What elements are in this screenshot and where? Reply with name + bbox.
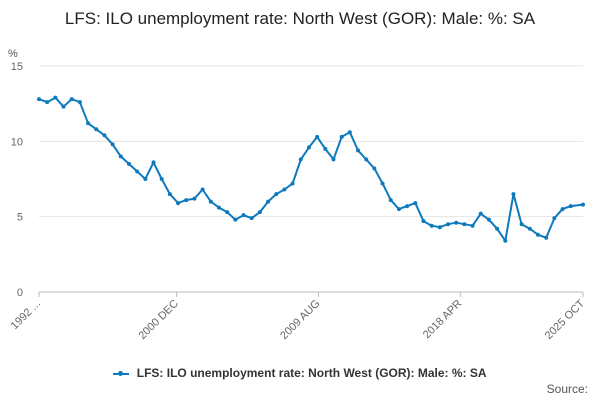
x-tick-label: 2009 AUG [278,298,322,342]
data-point[interactable] [45,100,50,105]
x-tick-label: 2025 OCT [543,297,588,342]
data-point[interactable] [356,148,361,153]
data-point[interactable] [495,226,500,231]
legend-swatch [113,370,130,376]
data-point[interactable] [536,232,541,237]
data-point[interactable] [527,226,532,231]
data-point[interactable] [69,97,74,102]
data-point[interactable] [249,216,254,221]
y-tick-label: 5 [17,212,23,224]
chart-title: LFS: ILO unemployment rate: North West (… [64,9,536,28]
data-point[interactable] [511,192,516,197]
data-point[interactable] [37,97,41,102]
data-point[interactable] [380,181,385,186]
data-point[interactable] [462,222,467,227]
data-point[interactable] [372,166,377,171]
data-point[interactable] [347,130,352,135]
y-tick-label: 10 [11,136,23,148]
data-point[interactable] [102,133,107,138]
data-point[interactable] [208,199,213,204]
x-tick-label: 1992 ... [9,298,43,332]
series-line [38,96,584,242]
data-point[interactable] [446,222,451,227]
data-point[interactable] [486,217,491,222]
data-point[interactable] [167,192,172,197]
data-point[interactable] [478,211,483,216]
data-point[interactable] [274,192,279,197]
data-point[interactable] [110,142,115,147]
x-tick-label: 2000 DEC [136,298,180,342]
data-point[interactable] [306,145,311,150]
data-point[interactable] [216,205,221,210]
data-point[interactable] [290,181,295,186]
data-point[interactable] [413,201,418,206]
data-point[interactable] [503,238,508,243]
data-point[interactable] [421,219,426,224]
data-point[interactable] [143,177,148,181]
data-point[interactable] [364,157,369,162]
x-tick-label: 2018 APR [421,298,465,342]
data-point[interactable] [159,177,164,181]
data-point[interactable] [560,207,565,212]
data-point[interactable] [257,210,262,215]
data-point[interactable] [53,95,58,100]
data-point[interactable] [241,213,246,218]
data-point[interactable] [77,100,82,105]
data-point[interactable] [200,187,205,192]
source-label: Source: [546,382,588,396]
data-point[interactable] [437,225,442,230]
data-point[interactable] [339,134,344,139]
data-point[interactable] [266,199,271,204]
data-point[interactable] [135,169,140,174]
y-tick-label: 15 [11,61,23,73]
y-tick-label: 0 [17,287,23,299]
data-point[interactable] [192,196,197,201]
data-point[interactable] [454,220,459,225]
data-point[interactable] [323,146,328,151]
data-point[interactable] [581,202,585,207]
data-point[interactable] [388,198,393,203]
data-point[interactable] [151,160,156,165]
legend[interactable]: LFS: ILO unemployment rate: North West (… [0,366,600,380]
y-axis-label: % [8,48,18,60]
data-point[interactable] [94,127,99,132]
data-point[interactable] [429,223,434,228]
legend-label: LFS: ILO unemployment rate: North West (… [136,366,487,380]
data-point[interactable] [298,157,303,162]
data-point[interactable] [405,204,410,209]
data-point[interactable] [331,157,336,162]
data-point[interactable] [396,207,401,212]
data-point[interactable] [568,204,573,209]
data-point[interactable] [315,134,320,139]
data-point[interactable] [184,198,189,203]
data-point[interactable] [544,235,549,240]
data-point[interactable] [552,216,557,221]
data-point[interactable] [61,104,66,109]
data-point[interactable] [282,187,287,192]
data-point[interactable] [470,223,475,228]
data-point[interactable] [126,161,131,166]
data-point[interactable] [519,222,524,227]
data-point[interactable] [233,217,238,222]
data-point[interactable] [225,210,230,215]
data-point[interactable] [118,154,123,159]
data-point[interactable] [176,201,181,206]
data-point[interactable] [86,121,91,126]
